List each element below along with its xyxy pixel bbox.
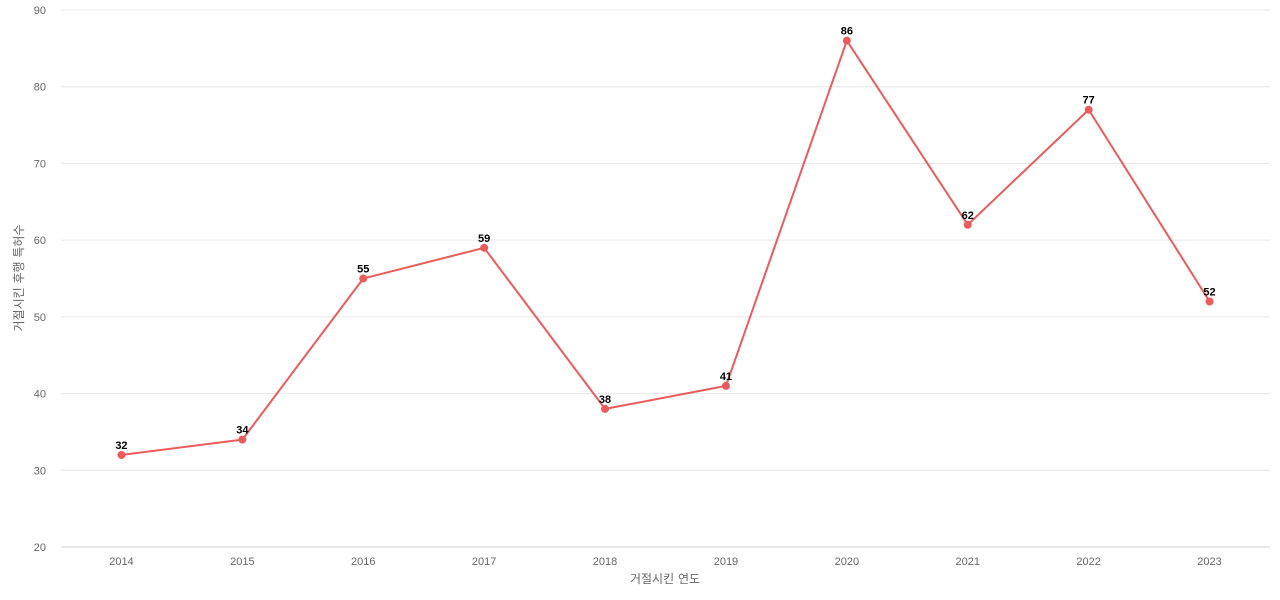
x-tick-label: 2018 [593,556,617,568]
data-label: 55 [357,264,369,276]
data-label: 38 [599,394,611,406]
x-tick-label: 2015 [230,556,254,568]
data-label: 86 [841,26,853,38]
y-tick-label: 80 [34,82,46,94]
x-tick-label: 2019 [714,556,738,568]
data-point[interactable] [480,243,489,252]
x-tick-label: 2016 [351,556,375,568]
series-line-group [117,36,1214,459]
data-point[interactable] [601,404,610,413]
x-tick-label: 2017 [472,556,496,568]
data-label: 52 [1203,287,1215,299]
y-axis-ticks: 20 30 40 50 60 70 80 90 [34,5,46,554]
data-point[interactable] [117,450,126,459]
grid-lines [61,9,1270,548]
x-tick-label: 2014 [109,556,133,568]
x-tick-label: 2020 [835,556,859,568]
x-tick-label: 2023 [1197,556,1221,568]
y-tick-label: 30 [34,465,46,477]
y-tick-label: 40 [34,389,46,401]
data-label: 41 [720,371,732,383]
data-point[interactable] [1205,297,1214,306]
x-axis-title: 거절시킨 연도 [630,572,700,586]
data-label: 59 [478,233,490,245]
data-point[interactable] [721,381,730,390]
series-line [120,39,1211,456]
y-tick-label: 90 [34,5,46,17]
data-label: 32 [115,440,127,452]
data-point[interactable] [238,435,247,444]
data-labels: 32 34 55 59 38 41 86 62 77 52 [115,26,1215,452]
data-label: 77 [1083,95,1095,107]
y-tick-label: 20 [34,542,46,554]
data-point[interactable] [842,36,851,45]
y-tick-label: 60 [34,235,46,247]
y-axis-title: 거절시킨 후행 특허수 [11,225,26,332]
x-tick-label: 2021 [956,556,980,568]
y-tick-label: 70 [34,158,46,170]
data-point[interactable] [963,220,972,229]
x-axis-ticks: 2014 2015 2016 2017 2018 2019 2020 2021 2022 2023 [109,556,1222,568]
x-tick-label: 2022 [1076,556,1100,568]
data-label: 34 [236,425,249,437]
data-label: 62 [962,210,974,222]
data-point[interactable] [1084,105,1093,114]
y-tick-label: 50 [34,312,46,324]
data-point[interactable] [359,274,368,283]
